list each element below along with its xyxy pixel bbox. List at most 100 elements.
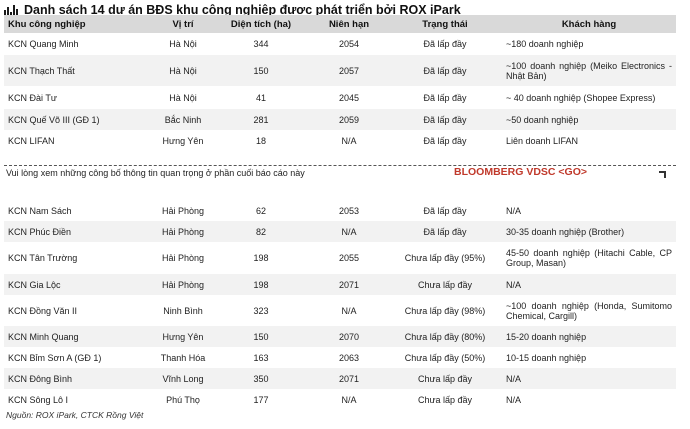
cell-term: 2057 (310, 55, 388, 86)
cell-customers: 30-35 doanh nghiệp (Brother) (502, 221, 676, 242)
cell-area: 281 (212, 109, 310, 130)
bloomberg-ticker-label: BLOOMBERG VDSC <GO> (454, 166, 588, 178)
cell-location: Phú Thọ (166, 394, 200, 405)
table-row: KCN Quang Minh Hà Nội 344 2054 Đã lấp đầ… (4, 33, 676, 55)
cell-term: 2063 (338, 352, 360, 363)
table-row: KCN Đông Bình Vĩnh Long 350 2071 Chưa lấ… (4, 368, 676, 389)
cell-customers: ~50 doanh nghiệp (502, 109, 676, 130)
cell-location: Hải Phòng (161, 253, 205, 263)
table-row: KCN Nam Sách Hải Phòng 62 2053 Đã lấp đầ… (4, 200, 676, 221)
source-note: Nguồn: ROX iPark, CTCK Rồng Việt (6, 410, 144, 420)
cell-location: Thanh Hóa (160, 352, 206, 363)
cell-location: Hà Nội (154, 55, 212, 86)
cell-term: N/A (341, 135, 357, 146)
table-row: KCN Sông Lô I Phú Thọ 177 N/A Chưa lấp đ… (4, 389, 676, 410)
cell-area: 177 (253, 394, 269, 405)
cell-status: Chưa lấp đầy (388, 274, 502, 295)
cell-term: 2055 (338, 253, 360, 263)
cell-area: 344 (253, 39, 269, 49)
table-row: KCN LIFAN Hưng Yên 18 N/A Đã lấp đầy Liê… (4, 130, 676, 151)
disclosure-notice: Vui lòng xem những công bố thông tin qua… (6, 168, 305, 178)
cell-location: Hà Nội (169, 39, 197, 49)
cell-status: Đã lấp đầy (423, 205, 467, 216)
table-row: KCN Phúc Điền Hải Phòng 82 N/A Đã lấp đầ… (4, 221, 676, 242)
header-status: Trạng thái (388, 15, 502, 33)
cell-park: KCN Quế Võ III (GĐ 1) (4, 109, 154, 130)
table-row: KCN Tân Trường Hải Phòng 198 2055 Chưa l… (4, 242, 676, 274)
table-row: KCN Thạch Thất Hà Nội 150 2057 Đã lấp đầ… (4, 55, 676, 86)
header-area: Diện tích (ha) (212, 15, 310, 33)
page-title: Danh sách 14 dự án BĐS khu công nghiệp đ… (24, 3, 461, 17)
cell-park: KCN LIFAN (8, 135, 55, 146)
cell-status: Chưa lấp đầy (417, 394, 473, 405)
cell-area: 163 (253, 352, 269, 363)
cell-location: Hưng Yên (154, 326, 212, 347)
cell-status: Chưa lấp đầy (98%) (404, 305, 486, 316)
cell-area: 150 (212, 55, 310, 86)
cell-term: 2045 (338, 92, 360, 103)
table-header-row: Khu công nghiệp Vị trí Diện tích (ha) Ni… (4, 15, 676, 33)
table-row: KCN Đài Tư Hà Nội 41 2045 Đã lấp đầy ~ 4… (4, 86, 676, 109)
cell-term: 2070 (310, 326, 388, 347)
cell-term: 2054 (338, 39, 360, 49)
bar-chart-icon (4, 4, 18, 16)
cell-location: Hải Phòng (161, 205, 205, 216)
cell-park: KCN Tân Trường (8, 253, 78, 263)
cell-area: 62 (255, 205, 266, 216)
cell-area: 350 (212, 368, 310, 389)
cell-customers: ~180 doanh nghiệp (506, 39, 584, 49)
cell-location: Hưng Yên (162, 135, 204, 146)
cell-customers: 15-20 doanh nghiệp (502, 326, 676, 347)
cell-park: KCN Bỉm Sơn A (GĐ 1) (8, 352, 102, 363)
cell-park: KCN Minh Quang (4, 326, 154, 347)
cell-status: Đã lấp đầy (388, 221, 502, 242)
cell-status: Chưa lấp đầy (80%) (388, 326, 502, 347)
page-break-divider (4, 165, 676, 167)
cell-area: 198 (212, 274, 310, 295)
title-row: Danh sách 14 dự án BĐS khu công nghiệp đ… (4, 2, 461, 18)
cell-status: Đã lấp đầy (423, 39, 467, 49)
cell-term: 2071 (310, 368, 388, 389)
cell-area: 198 (253, 253, 269, 263)
cell-park: KCN Phúc Điền (4, 221, 154, 242)
cell-term: 2053 (338, 205, 360, 216)
cell-area: 82 (212, 221, 310, 242)
industrial-parks-table-bottom: KCN Nam Sách Hải Phòng 62 2053 Đã lấp đầ… (4, 200, 676, 410)
table-row: KCN Đồng Văn II Ninh Bình 323 N/A Chưa l… (4, 295, 676, 326)
header-term: Niên hạn (310, 15, 388, 33)
cell-status: Đã lấp đầy (388, 55, 502, 86)
cell-area: 41 (255, 92, 266, 103)
cell-status: Chưa lấp đầy (50%) (404, 352, 486, 363)
cell-customers: ~ 40 doanh nghiệp (Shopee Express) (506, 92, 656, 103)
cell-customers: N/A (506, 394, 522, 405)
cell-location: Hải Phòng (154, 274, 212, 295)
cell-status: Đã lấp đầy (423, 135, 467, 146)
table-row: KCN Minh Quang Hưng Yên 150 2070 Chưa lấ… (4, 326, 676, 347)
cell-location: Ninh Bình (163, 305, 203, 316)
header-park: Khu công nghiệp (4, 15, 154, 33)
cell-status: Đã lấp đầy (423, 92, 467, 103)
cell-customers: N/A (502, 368, 676, 389)
cell-location: Hà Nội (169, 92, 197, 103)
cell-customers: ~100 doanh nghiệp (Honda, Sumitomo Chemi… (506, 300, 672, 321)
cell-term: N/A (341, 305, 357, 316)
header-location: Vị trí (154, 15, 212, 33)
cell-customers: N/A (506, 205, 522, 216)
cell-area: 18 (255, 135, 266, 146)
cell-location: Hải Phòng (154, 221, 212, 242)
cell-location: Bắc Ninh (154, 109, 212, 130)
table-row: KCN Quế Võ III (GĐ 1) Bắc Ninh 281 2059 … (4, 109, 676, 130)
cell-location: Vĩnh Long (154, 368, 212, 389)
cell-area: 150 (212, 326, 310, 347)
cell-park: KCN Sông Lô I (8, 394, 69, 405)
cell-park: KCN Đài Tư (8, 92, 57, 103)
cell-status: Chưa lấp đầy (388, 368, 502, 389)
cell-status: Đã lấp đầy (388, 109, 502, 130)
corner-arrow-icon (659, 171, 666, 178)
table-row: KCN Bỉm Sơn A (GĐ 1) Thanh Hóa 163 2063 … (4, 347, 676, 368)
cell-term: 2071 (310, 274, 388, 295)
cell-customers: Liên doanh LIFAN (506, 135, 579, 146)
cell-park: KCN Quang Minh (8, 39, 79, 49)
cell-park: KCN Đông Bình (4, 368, 154, 389)
industrial-parks-table-top: Khu công nghiệp Vị trí Diện tích (ha) Ni… (4, 15, 676, 151)
